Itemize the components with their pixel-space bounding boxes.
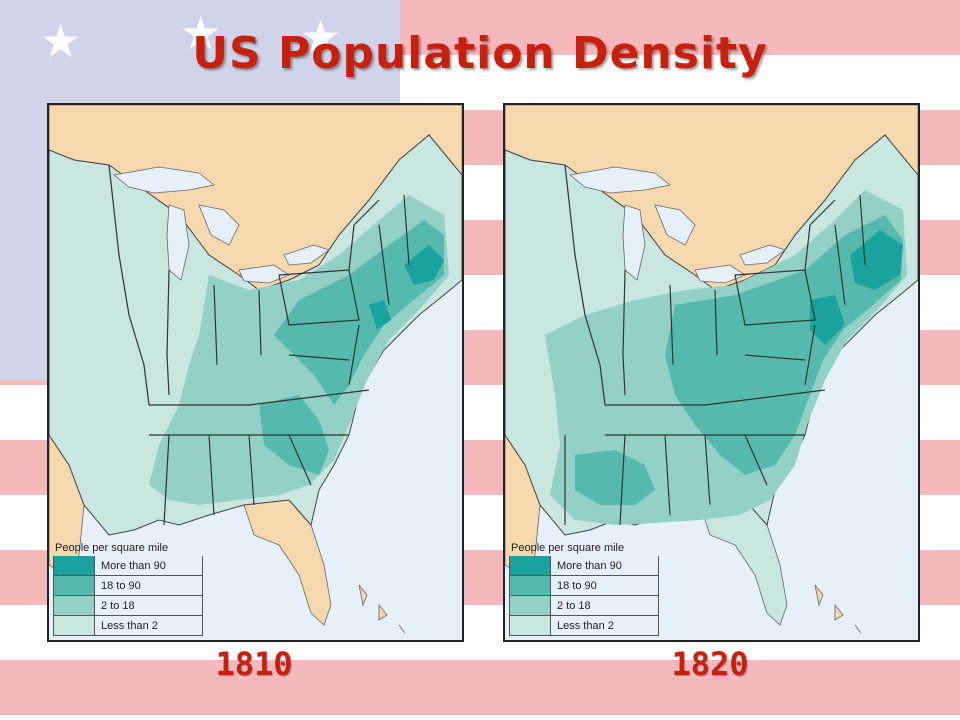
year-label-1810: 1810 xyxy=(215,645,293,683)
florida-region xyxy=(243,499,332,626)
legend-swatch xyxy=(510,556,551,575)
legend-swatch xyxy=(54,576,95,595)
star-icon: ★ xyxy=(180,6,222,60)
great-lakes xyxy=(113,166,330,284)
legend-label: More than 90 xyxy=(101,559,166,572)
page-title: US Population Density xyxy=(192,28,768,79)
state-borders xyxy=(564,164,866,526)
legend-item: More than 90 xyxy=(53,556,203,576)
star-icon: ★ xyxy=(40,14,82,68)
legend-swatch xyxy=(510,596,551,615)
map-1810-graphic xyxy=(49,105,462,634)
legend-label: 18 to 90 xyxy=(101,579,141,592)
density-18-90-south xyxy=(575,450,655,505)
density-90-plus-east xyxy=(810,295,845,345)
legend-label: More than 90 xyxy=(557,559,622,572)
legend-label: 2 to 18 xyxy=(101,599,135,612)
legend-title: People per square mile xyxy=(55,542,169,554)
density-90-plus-east xyxy=(369,300,391,330)
great-lakes xyxy=(569,166,786,284)
legend-item: Less than 2 xyxy=(509,616,659,636)
legend-item: Less than 2 xyxy=(53,616,203,636)
legend-item: 2 to 18 xyxy=(53,596,203,616)
florida-region xyxy=(699,499,788,626)
state-borders xyxy=(108,164,410,526)
legend-label: 2 to 18 xyxy=(557,599,591,612)
year-label-1820: 1820 xyxy=(671,645,749,683)
legend-swatch xyxy=(54,556,95,575)
density-18-90 xyxy=(274,220,444,405)
density-90-plus xyxy=(404,245,444,285)
legend-label: Less than 2 xyxy=(557,619,614,632)
map-1820: People per square mile More than 90 18 t… xyxy=(503,103,920,642)
legend-label: 18 to 90 xyxy=(557,579,597,592)
legend-item: 2 to 18 xyxy=(509,596,659,616)
bahamas-islands xyxy=(814,584,862,634)
legend-swatch xyxy=(54,596,95,615)
flag-stripe xyxy=(0,660,960,715)
star-icon: ★ xyxy=(300,10,342,64)
legend-label: Less than 2 xyxy=(101,619,158,632)
legend-swatch xyxy=(510,616,551,635)
density-18-90 xyxy=(665,215,903,475)
map-1820-graphic xyxy=(505,105,918,634)
bahamas-islands xyxy=(358,584,406,634)
map-legend: People per square mile More than 90 18 t… xyxy=(53,542,203,636)
legend-item: 18 to 90 xyxy=(53,576,203,596)
map-1810: People per square mile More than 90 18 t… xyxy=(47,103,464,642)
map-legend: People per square mile More than 90 18 t… xyxy=(509,542,659,636)
legend-swatch xyxy=(510,576,551,595)
legend-swatch xyxy=(54,616,95,635)
legend-item: More than 90 xyxy=(509,556,659,576)
legend-title: People per square mile xyxy=(511,542,625,554)
legend-item: 18 to 90 xyxy=(509,576,659,596)
